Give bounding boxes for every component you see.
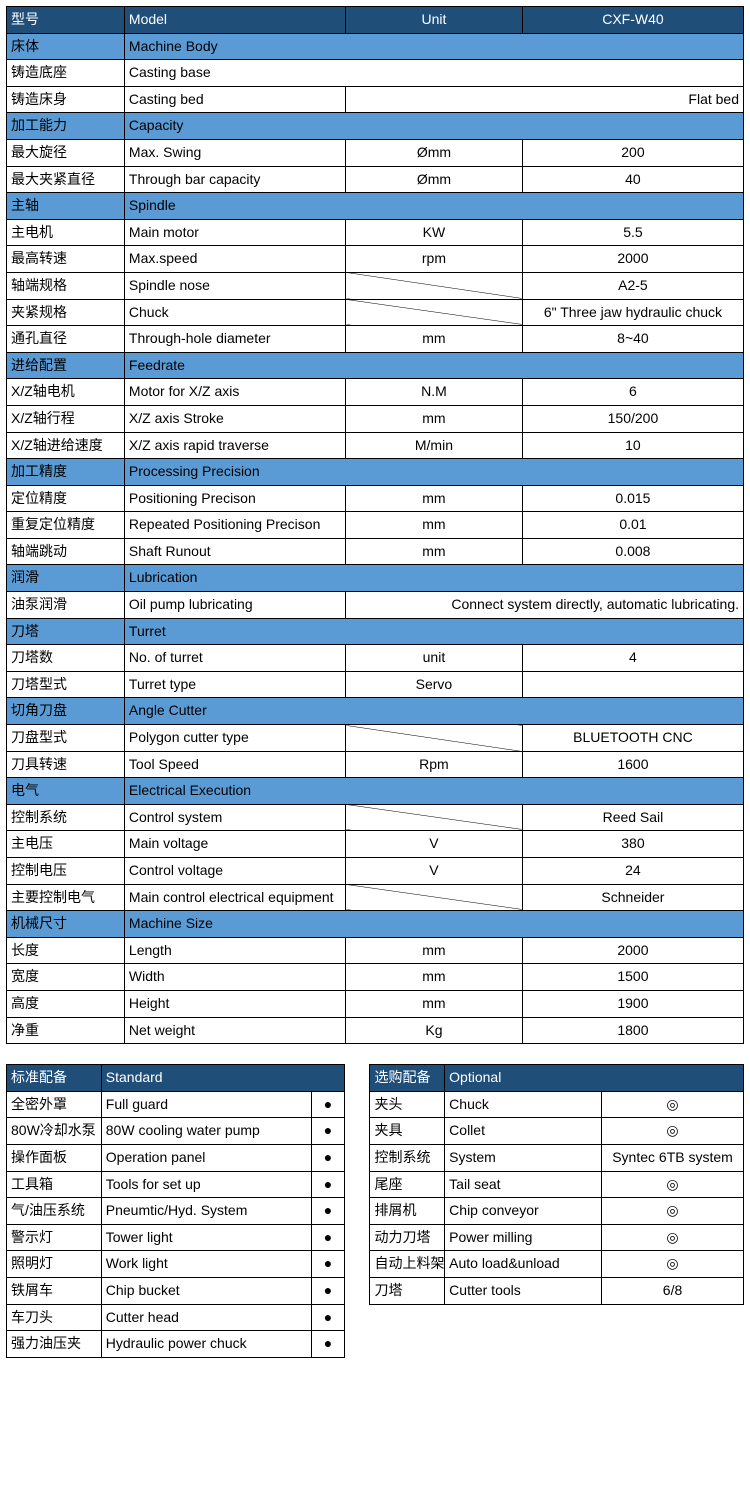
spec-row: 通孔直径Through-hole diametermm8~40 (7, 326, 744, 353)
spec-row: 长度Lengthmm2000 (7, 937, 744, 964)
equip-row: 排屑机Chip conveyor◎ (370, 1198, 744, 1225)
spec-row: 高度Heightmm1900 (7, 990, 744, 1017)
spec-row: 刀塔数No. of turretunit4 (7, 645, 744, 672)
header-cell: Model (124, 7, 345, 34)
section-zh: 加工精度 (7, 459, 125, 486)
section-en: Electrical Execution (124, 778, 743, 805)
spec-row: X/Z轴进给速度X/Z axis rapid traverseM/min10 (7, 432, 744, 459)
equip-row: 夹具Collet◎ (370, 1118, 744, 1145)
section-zh: 电气 (7, 778, 125, 805)
section-en: Spindle (124, 193, 743, 220)
section-en: Capacity (124, 113, 743, 140)
section-zh: 进给配置 (7, 352, 125, 379)
spec-row: 宽度Widthmm1500 (7, 964, 744, 991)
spec-row: 轴端规格Spindle noseA2-5 (7, 272, 744, 299)
equip-row: 警示灯Tower light● (7, 1224, 345, 1251)
equip-row: 自动上料架Auto load&unload◎ (370, 1251, 744, 1278)
header-cell: 型号 (7, 7, 125, 34)
spec-row: 主电机Main motorKW5.5 (7, 219, 744, 246)
section-zh: 刀塔 (7, 618, 125, 645)
section-zh: 机械尺寸 (7, 911, 125, 938)
spec-row: 净重Net weightKg1800 (7, 1017, 744, 1044)
equip-row: 车刀头Cutter head● (7, 1304, 345, 1331)
spec-row: 控制系统Control systemReed Sail (7, 804, 744, 831)
section-zh: 加工能力 (7, 113, 125, 140)
spec-row: 主要控制电气Main control electrical equipmentS… (7, 884, 744, 911)
equip-row: 气/油压系统Pneumtic/Hyd. System● (7, 1198, 345, 1225)
equip-row: 夹头Chuck◎ (370, 1091, 744, 1118)
spec-row: 控制电压Control voltageV24 (7, 858, 744, 885)
header-cell: Optional (445, 1065, 744, 1092)
equip-row: 动力刀塔Power milling◎ (370, 1224, 744, 1251)
spec-row: 铸造床身Casting bedFlat bed (7, 86, 744, 113)
spec-row: 刀盘型式Polygon cutter typeBLUETOOTH CNC (7, 725, 744, 752)
spec-row: X/Z轴行程X/Z axis Strokemm150/200 (7, 405, 744, 432)
spec-table: 型号ModelUnitCXF-W40 床体Machine Body铸造底座Cast… (6, 6, 744, 1044)
standard-table: 标准配备Standard全密外罩Full guard●80W冷却水泵80W co… (6, 1064, 345, 1358)
spec-row: 铸造底座Casting base (7, 60, 744, 87)
section-en: Feedrate (124, 352, 743, 379)
spec-row: 刀塔型式Turret typeServo (7, 671, 744, 698)
optional-table: 选购配备Optional夹头Chuck◎夹具Collet◎控制系统SystemS… (369, 1064, 744, 1304)
header-cell: Unit (346, 7, 523, 34)
section-zh: 床体 (7, 33, 125, 60)
section-zh: 润滑 (7, 565, 125, 592)
section-en: Lubrication (124, 565, 743, 592)
equip-row: 工具箱Tools for set up● (7, 1171, 345, 1198)
spec-row: X/Z轴电机Motor for X/Z axisN.M6 (7, 379, 744, 406)
section-zh: 切角刀盘 (7, 698, 125, 725)
equip-row: 全密外罩Full guard● (7, 1091, 345, 1118)
header-cell: Standard (101, 1065, 345, 1092)
spec-row: 最大旋径Max. SwingØmm200 (7, 139, 744, 166)
header-cell: 选购配备 (370, 1065, 445, 1092)
section-zh: 主轴 (7, 193, 125, 220)
equip-row: 照明灯Work light● (7, 1251, 345, 1278)
equip-row: 操作面板Operation panel● (7, 1144, 345, 1171)
header-cell: 标准配备 (7, 1065, 102, 1092)
equip-row: 尾座Tail seat◎ (370, 1171, 744, 1198)
spec-row: 轴端跳动Shaft Runoutmm0.008 (7, 538, 744, 565)
spec-row: 最高转速Max.speedrpm2000 (7, 246, 744, 273)
spec-row: 刀具转速Tool SpeedRpm1600 (7, 751, 744, 778)
section-en: Machine Body (124, 33, 743, 60)
section-en: Machine Size (124, 911, 743, 938)
header-cell: CXF-W40 (522, 7, 743, 34)
spec-row: 主电压Main voltageV380 (7, 831, 744, 858)
section-en: Processing Precision (124, 459, 743, 486)
equip-row: 控制系统SystemSyntec 6TB system (370, 1144, 744, 1171)
spec-row: 定位精度Positioning Precisonmm0.015 (7, 485, 744, 512)
equip-row: 80W冷却水泵80W cooling water pump● (7, 1118, 345, 1145)
equip-row: 强力油压夹Hydraulic power chuck● (7, 1331, 345, 1358)
equip-row: 铁屑车Chip bucket● (7, 1277, 345, 1304)
spec-row: 最大夹紧直径Through bar capacityØmm40 (7, 166, 744, 193)
equip-row: 刀塔Cutter tools6/8 (370, 1277, 744, 1304)
section-en: Turret (124, 618, 743, 645)
section-en: Angle Cutter (124, 698, 743, 725)
spec-row: 夹紧规格Chuck6" Three jaw hydraulic chuck (7, 299, 744, 326)
spec-row: 油泵润滑Oil pump lubricatingConnect system d… (7, 592, 744, 619)
spec-row: 重复定位精度Repeated Positioning Precisonmm0.0… (7, 512, 744, 539)
